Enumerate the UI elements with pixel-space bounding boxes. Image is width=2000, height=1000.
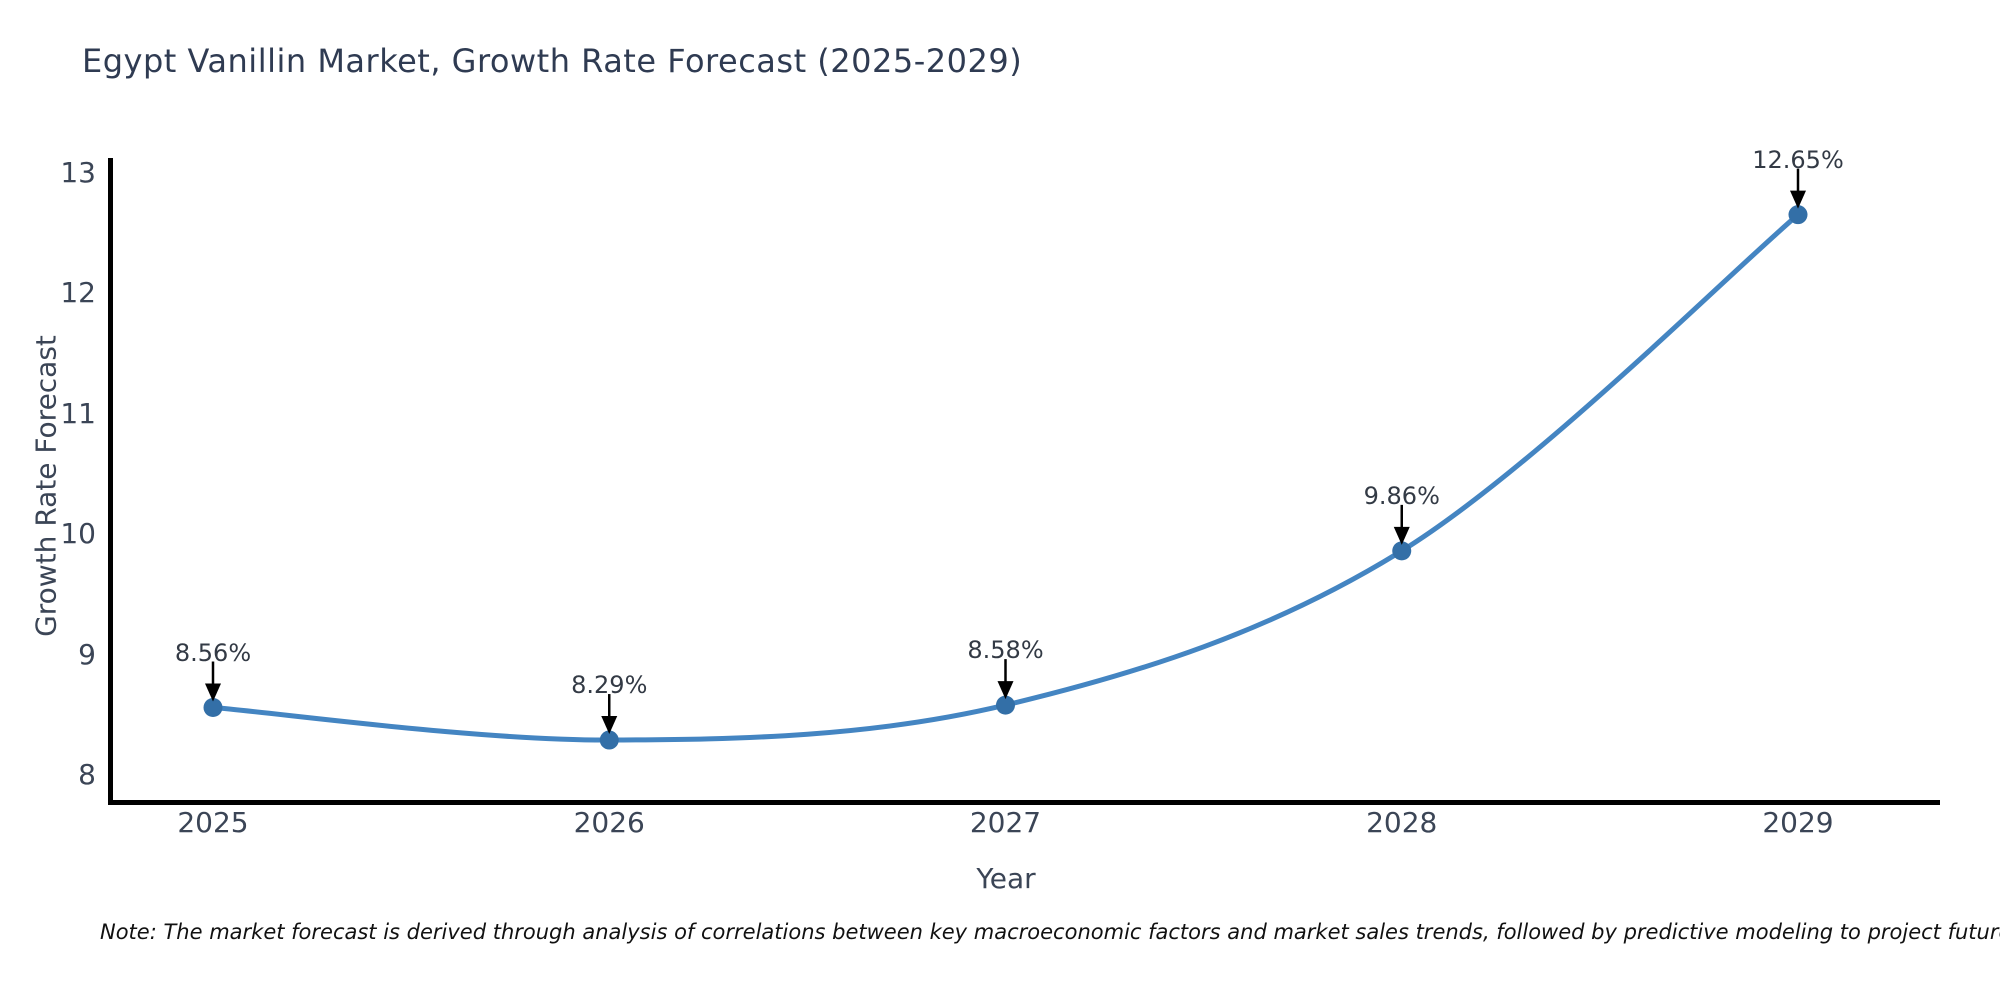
data-label: 8.58% <box>967 636 1044 665</box>
data-point-2027 <box>996 695 1015 715</box>
x-tick-label: 2028 <box>1366 806 1438 839</box>
x-tick-label: 2026 <box>573 806 645 839</box>
data-point-2026 <box>599 730 619 750</box>
y-tick-label: 10 <box>60 517 96 550</box>
y-tick-label: 12 <box>60 276 96 309</box>
data-point-2029 <box>1788 205 1808 225</box>
data-label: 12.65% <box>1752 145 1844 174</box>
annotation-arrow-head <box>205 683 221 702</box>
data-label: 9.86% <box>1363 481 1440 510</box>
y-tick-label: 8 <box>78 758 96 791</box>
y-tick-label: 11 <box>60 396 96 430</box>
y-tick-label: 13 <box>60 155 96 189</box>
x-tick-label: 2025 <box>177 806 249 839</box>
data-point-2028 <box>1392 541 1412 561</box>
y-tick-label: 9 <box>78 637 96 671</box>
x-tick-label: 2029 <box>1762 806 1834 839</box>
chart-title: Egypt Vanillin Market, Growth Rate Forec… <box>82 42 1023 80</box>
data-label: 8.29% <box>571 671 648 700</box>
forecast-line <box>210 212 1801 743</box>
annotation-arrow-head <box>1393 526 1410 545</box>
footnote: Note: The market forecast is derived thr… <box>100 920 2000 944</box>
x-tick-label: 2027 <box>969 806 1042 839</box>
data-point-2025 <box>203 698 223 718</box>
data-label: 8.56% <box>174 638 252 667</box>
x-axis-title: Year <box>976 862 1036 895</box>
annotation-arrow-head <box>1790 190 1806 209</box>
annotation-arrow-head <box>997 681 1014 700</box>
annotation-arrow-head <box>601 716 618 735</box>
